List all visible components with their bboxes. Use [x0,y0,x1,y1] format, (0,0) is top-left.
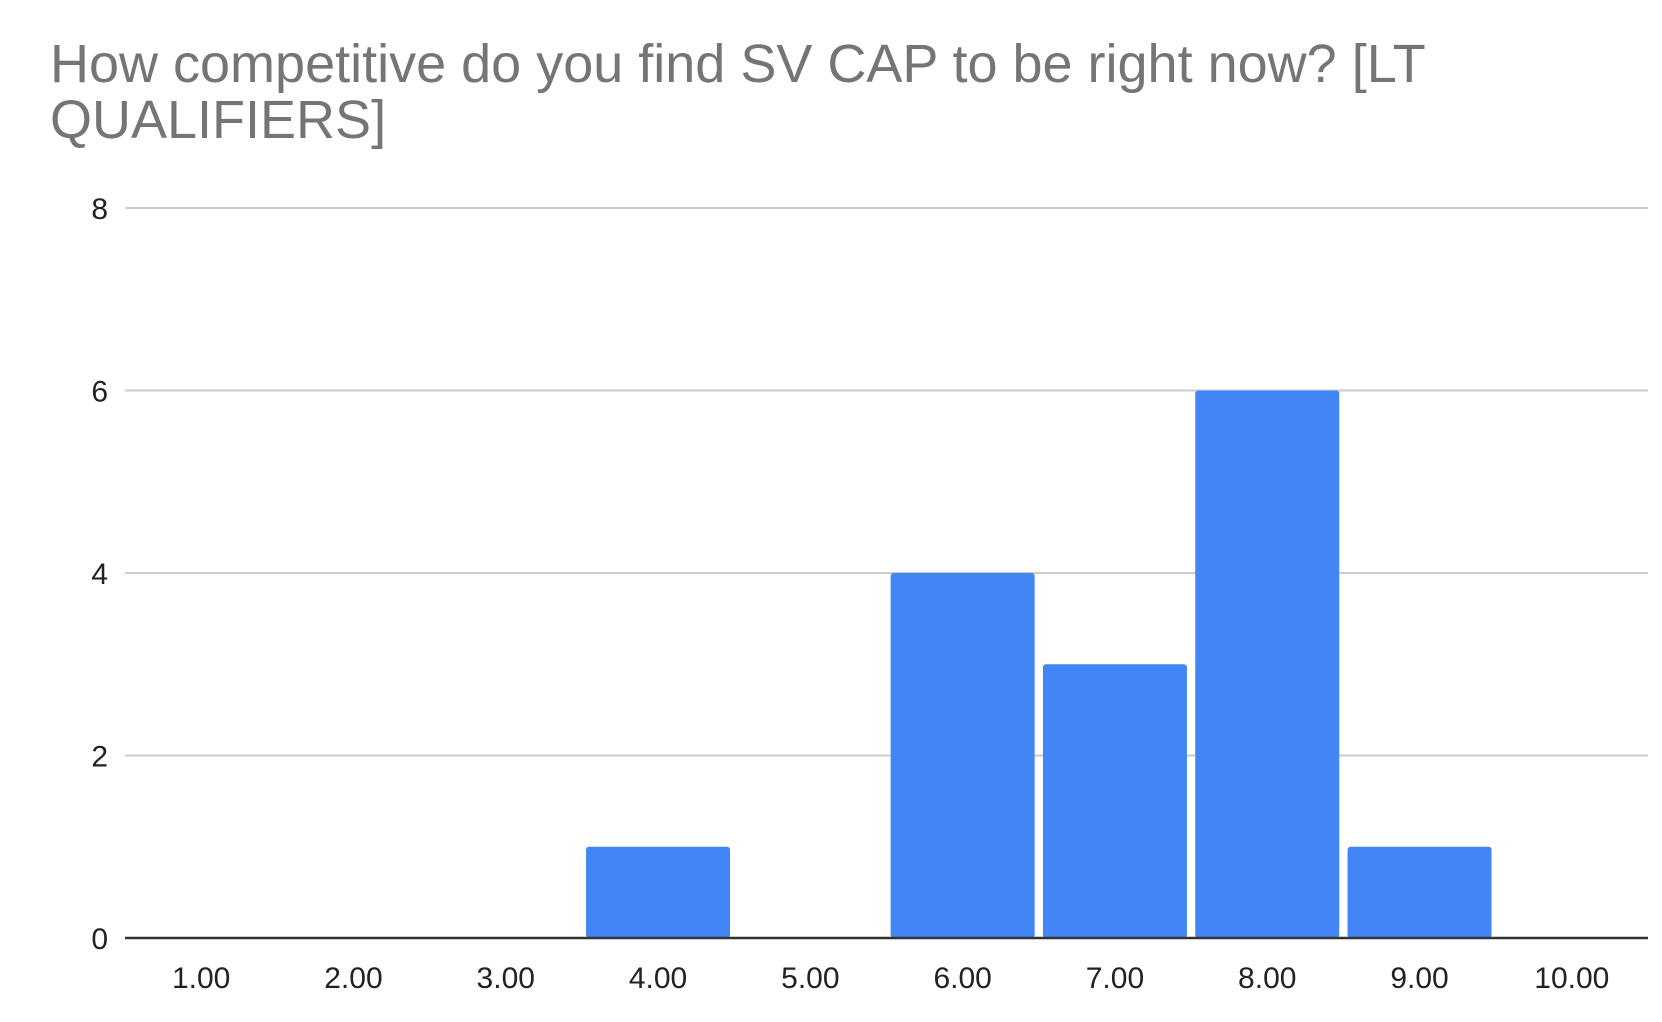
x-tick-label: 7.00 [1086,962,1144,995]
x-tick-label: 3.00 [477,962,535,995]
bars [586,390,1492,938]
y-axis-ticks: 0 2 4 6 8 [91,193,108,956]
gridlines [125,207,1648,757]
bar-4.00 [586,846,731,938]
x-tick-label: 1.00 [172,962,230,995]
bar-8.00 [1195,390,1340,938]
y-tick-label: 0 [91,923,108,956]
x-tick-label: 5.00 [781,962,839,995]
y-tick-label: 4 [91,558,108,591]
y-tick-label: 2 [91,741,108,774]
x-tick-label: 2.00 [324,962,382,995]
chart-title: How competitive do you find SV CAP to be… [50,34,1425,150]
x-tick-label: 4.00 [629,962,687,995]
x-tick-label: 8.00 [1238,962,1296,995]
x-axis-ticks: 1.00 2.00 3.00 4.00 5.00 6.00 7.00 8.00 9.00 10.0… [172,962,1609,995]
x-tick-label: 10.00 [1534,962,1609,995]
y-tick-label: 8 [91,193,108,226]
x-tick-label: 6.00 [933,962,991,995]
bar-9.00 [1347,846,1492,938]
bar-6.00 [890,573,1035,938]
x-tick-label: 9.00 [1390,962,1448,995]
y-tick-label: 6 [91,376,108,409]
bar-7.00 [1042,664,1187,938]
